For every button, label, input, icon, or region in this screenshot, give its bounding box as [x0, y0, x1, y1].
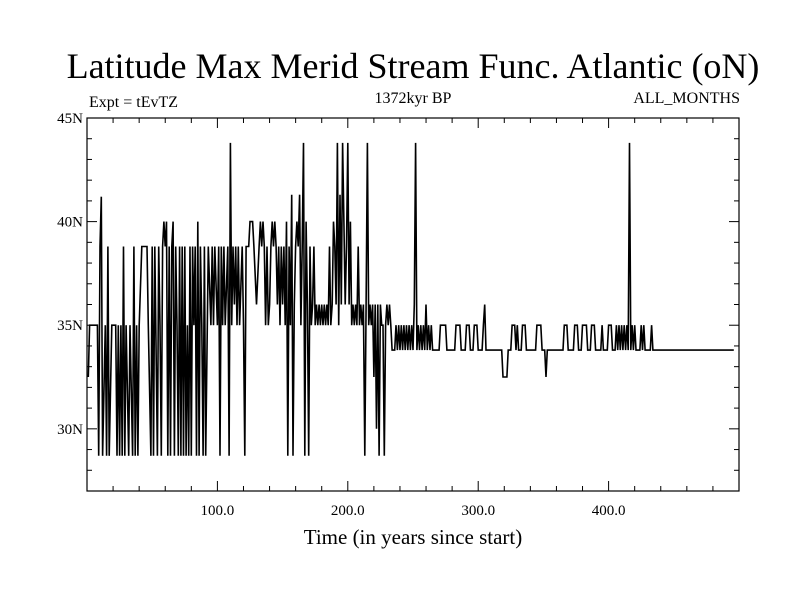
subtitle-left: Expt = tEvTZ [89, 94, 178, 111]
series-line [87, 142, 734, 456]
subtitle-center: 1372kyr BP [375, 90, 452, 107]
x-tick-label: 200.0 [331, 503, 365, 519]
y-tick-label: 35N [57, 318, 83, 334]
x-axis-label: Time (in years since start) [304, 525, 523, 549]
ticks-layer: 100.0 200.0 300.0 400.0 30N 35N 40N 45N [57, 111, 739, 519]
y-tick-label: 45N [57, 111, 83, 127]
series-layer [87, 142, 734, 456]
x-tick-label: 100.0 [201, 503, 235, 519]
chart-title: Latitude Max Merid Stream Func. Atlantic… [67, 46, 760, 86]
x-tick-label: 400.0 [592, 503, 626, 519]
y-tick-label: 30N [57, 422, 83, 438]
x-tick-label: 300.0 [461, 503, 495, 519]
y-tick-label: 40N [57, 215, 83, 231]
subtitle-right: ALL_MONTHS [633, 90, 740, 107]
